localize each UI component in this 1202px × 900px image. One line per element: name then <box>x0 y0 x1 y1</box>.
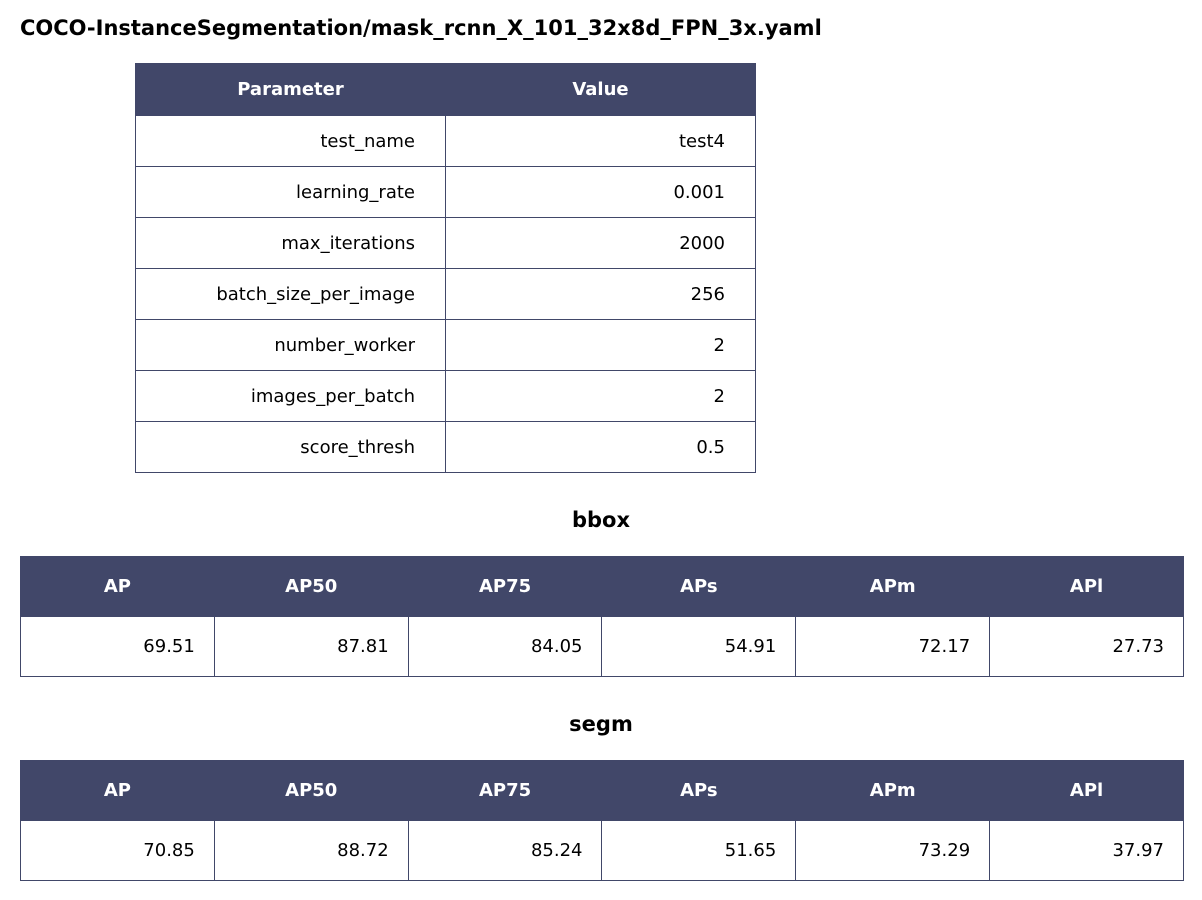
param-value-cell: 256 <box>445 268 756 320</box>
metric-value-apm: 72.17 <box>795 616 991 677</box>
table-row: images_per_batch 2 <box>135 370 756 422</box>
column-header-ap: AP <box>20 556 215 617</box>
column-header-parameter: Parameter <box>135 63 446 116</box>
column-header-apl: APl <box>989 760 1184 821</box>
metric-value-aps: 54.91 <box>601 616 797 677</box>
metric-value-ap75: 85.24 <box>407 820 603 881</box>
metric-value-ap: 69.51 <box>20 616 215 677</box>
column-header-ap50: AP50 <box>213 760 409 821</box>
metric-value-ap50: 88.72 <box>213 820 409 881</box>
table-row: batch_size_per_image 256 <box>135 268 756 320</box>
param-name-cell: learning_rate <box>135 166 446 218</box>
metric-value-ap50: 87.81 <box>213 616 409 677</box>
metric-value-aps: 51.65 <box>601 820 797 881</box>
metric-value-ap: 70.85 <box>20 820 215 881</box>
param-name-cell: test_name <box>135 115 446 167</box>
metric-value-ap75: 84.05 <box>407 616 603 677</box>
param-value-cell: 0.001 <box>445 166 756 218</box>
column-header-apm: APm <box>795 760 991 821</box>
table-header-row: AP AP50 AP75 APs APm APl <box>20 760 1184 821</box>
metric-value-apm: 73.29 <box>795 820 991 881</box>
column-header-aps: APs <box>601 556 797 617</box>
table-row: number_worker 2 <box>135 319 756 371</box>
param-name-cell: max_iterations <box>135 217 446 269</box>
column-header-apm: APm <box>795 556 991 617</box>
table-row: test_name test4 <box>135 115 756 167</box>
param-name-cell: images_per_batch <box>135 370 446 422</box>
table-row: learning_rate 0.001 <box>135 166 756 218</box>
column-header-ap75: AP75 <box>407 760 603 821</box>
table-row: 69.51 87.81 84.05 54.91 72.17 27.73 <box>20 616 1184 677</box>
param-value-cell: 2 <box>445 319 756 371</box>
param-value-cell: 2 <box>445 370 756 422</box>
metric-value-apl: 27.73 <box>989 616 1184 677</box>
table-row: 70.85 88.72 85.24 51.65 73.29 37.97 <box>20 820 1184 881</box>
bbox-section-title: bbox <box>571 508 631 532</box>
segm-section-title: segm <box>569 712 633 736</box>
table-row: max_iterations 2000 <box>135 217 756 269</box>
table-header-row: Parameter Value <box>135 63 756 116</box>
param-value-cell: test4 <box>445 115 756 167</box>
column-header-ap50: AP50 <box>213 556 409 617</box>
bbox-metrics-table: AP AP50 AP75 APs APm APl 69.51 87.81 84.… <box>20 556 1184 677</box>
param-name-cell: number_worker <box>135 319 446 371</box>
table-header-row: AP AP50 AP75 APs APm APl <box>20 556 1184 617</box>
metric-value-apl: 37.97 <box>989 820 1184 881</box>
segm-metrics-table: AP AP50 AP75 APs APm APl 70.85 88.72 85.… <box>20 760 1184 881</box>
table-row: score_thresh 0.5 <box>135 421 756 473</box>
column-header-ap: AP <box>20 760 215 821</box>
param-name-cell: batch_size_per_image <box>135 268 446 320</box>
parameters-table: Parameter Value test_name test4 learning… <box>135 63 756 473</box>
page-title: COCO-InstanceSegmentation/mask_rcnn_X_10… <box>20 16 822 40</box>
param-value-cell: 0.5 <box>445 421 756 473</box>
column-header-aps: APs <box>601 760 797 821</box>
column-header-value: Value <box>445 63 756 116</box>
param-name-cell: score_thresh <box>135 421 446 473</box>
column-header-ap75: AP75 <box>407 556 603 617</box>
column-header-apl: APl <box>989 556 1184 617</box>
param-value-cell: 2000 <box>445 217 756 269</box>
